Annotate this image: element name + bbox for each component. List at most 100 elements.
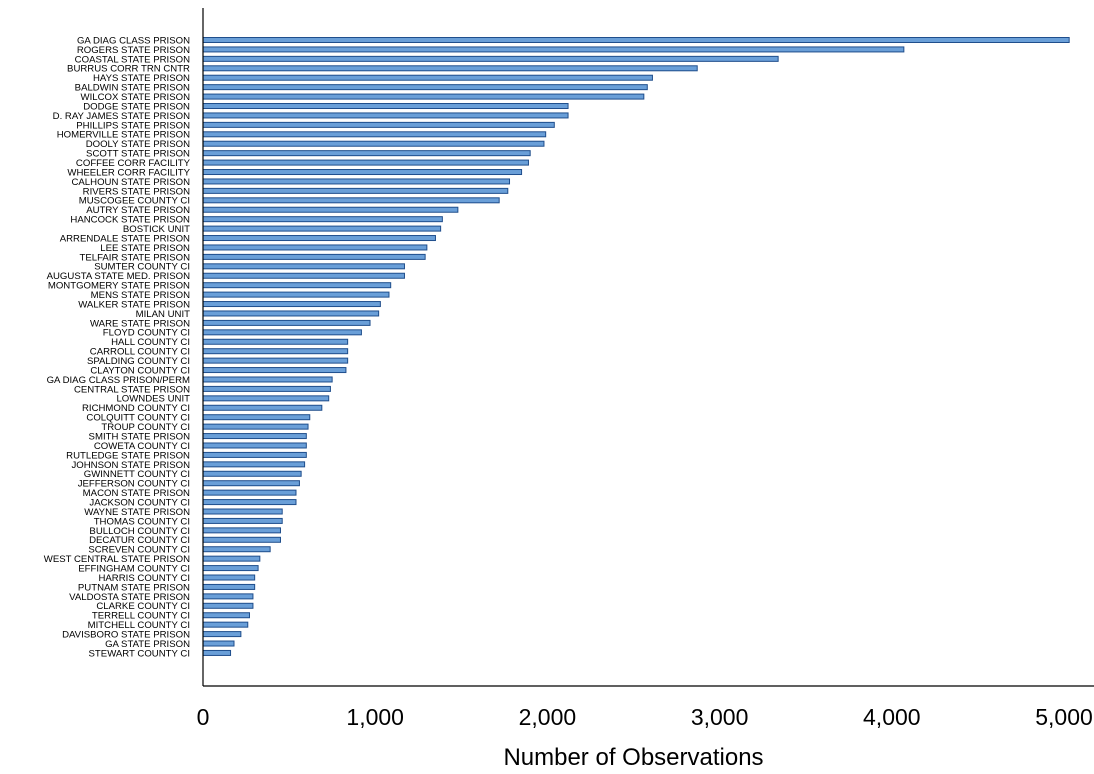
bar: [202, 253, 426, 260]
category-label: SCREVEN COUNTY CI: [88, 545, 190, 556]
bar: [202, 37, 1070, 43]
category-label: COFFEE CORR FACILITY: [76, 158, 191, 169]
bar: [202, 159, 529, 166]
bar: [202, 282, 392, 289]
category-label: HARRIS COUNTY CI: [98, 573, 190, 584]
bar: [202, 319, 371, 326]
bar: [202, 329, 362, 336]
category-label: THOMAS COUNTY CI: [94, 516, 190, 527]
bar: [202, 112, 569, 119]
category-label: AUTRY STATE PRISON: [86, 205, 190, 216]
bar: [202, 187, 509, 194]
x-tick-label: 3,000: [691, 704, 749, 730]
category-label: TERRELL COUNTY CI: [92, 611, 190, 622]
category-label: CLARKE COUNTY CI: [96, 601, 190, 612]
bar: [202, 178, 511, 185]
category-label: WARE STATE PRISON: [90, 318, 190, 329]
bar: [202, 385, 331, 392]
category-label: MACON STATE PRISON: [83, 488, 190, 499]
category-label: LOWNDES UNIT: [116, 394, 190, 405]
category-label: LEE STATE PRISON: [100, 243, 190, 254]
bar: [202, 197, 500, 204]
x-axis-title: Number of Observations: [503, 744, 763, 771]
category-label: GA STATE PRISON: [105, 639, 190, 650]
bar: [202, 461, 306, 468]
category-label: COASTAL STATE PRISON: [75, 54, 190, 65]
bar: [202, 46, 905, 53]
bar: [202, 338, 349, 345]
category-label: DAVISBORO STATE PRISON: [62, 629, 190, 640]
bar: [202, 263, 405, 270]
category-label: HOMERVILLE STATE PRISON: [57, 130, 190, 141]
bar: [202, 621, 249, 628]
bar: [202, 301, 381, 308]
category-label: MUSCOGEE COUNTY CI: [79, 196, 190, 207]
bar: [202, 451, 307, 458]
category-label: RUTLEDGE STATE PRISON: [66, 450, 190, 461]
bar: [202, 442, 307, 449]
category-label: ARRENDALE STATE PRISON: [60, 233, 190, 244]
category-label: AUGUSTA STATE MED. PRISON: [47, 271, 190, 282]
category-label: PHILLIPS STATE PRISON: [76, 120, 190, 131]
category-label: WILCOX STATE PRISON: [81, 92, 191, 103]
bar: [202, 404, 323, 411]
bar: [202, 593, 254, 600]
category-label: BURRUS CORR TRN CNTR: [67, 64, 190, 75]
category-label: BULLOCH COUNTY CI: [89, 526, 190, 537]
bar: [202, 235, 436, 242]
category-label: CENTRAL STATE PRISON: [74, 384, 190, 395]
bar: [202, 348, 349, 355]
bars-group: [202, 37, 1070, 656]
category-label: JACKSON COUNTY CI: [89, 497, 190, 508]
bar: [202, 216, 443, 223]
category-label: RIVERS STATE PRISON: [83, 186, 190, 197]
x-tick-label: 2,000: [519, 704, 577, 730]
bar: [202, 499, 297, 506]
category-label: JOHNSON STATE PRISON: [71, 460, 190, 471]
bar: [202, 206, 459, 213]
category-label: PUTNAM STATE PRISON: [78, 582, 190, 593]
category-label: CALHOUN STATE PRISON: [71, 177, 190, 188]
bar: [202, 640, 235, 647]
category-label: SMITH STATE PRISON: [89, 431, 191, 442]
bar: [202, 225, 442, 232]
category-label: COWETA COUNTY CI: [94, 441, 190, 452]
category-label: CLAYTON COUNTY CI: [90, 365, 190, 376]
category-label: BALDWIN STATE PRISON: [75, 83, 190, 94]
bar: [202, 376, 333, 383]
category-label: DODGE STATE PRISON: [83, 101, 190, 112]
category-label: GWINNETT COUNTY CI: [84, 469, 190, 480]
category-label: MITCHELL COUNTY CI: [88, 620, 190, 631]
category-label: CARROLL COUNTY CI: [90, 347, 190, 358]
bar: [202, 527, 281, 534]
category-label: MILAN UNIT: [136, 309, 191, 320]
bar: [202, 480, 300, 487]
category-label: ROGERS STATE PRISON: [77, 45, 190, 56]
bar: [202, 602, 254, 609]
category-label: MENS STATE PRISON: [91, 290, 190, 301]
bar: [202, 244, 428, 251]
bar: [202, 612, 250, 619]
category-label: COLQUITT COUNTY CI: [86, 413, 190, 424]
bar: [202, 150, 531, 157]
bar: [202, 93, 645, 100]
category-label: WHEELER CORR FACILITY: [67, 167, 190, 178]
bar: [202, 414, 311, 421]
bar: [202, 367, 347, 374]
category-label: STEWART COUNTY CI: [89, 648, 190, 659]
category-label: SPALDING COUNTY CI: [87, 356, 190, 367]
bar: [202, 631, 242, 638]
category-label: VALDOSTA STATE PRISON: [69, 592, 190, 603]
bar: [202, 433, 307, 440]
x-tick-label: 1,000: [346, 704, 404, 730]
bar: [202, 140, 545, 147]
category-label: HALL COUNTY CI: [111, 337, 190, 348]
bar: [202, 565, 259, 572]
bar: [202, 574, 256, 581]
category-label: WEST CENTRAL STATE PRISON: [44, 554, 190, 565]
bar: [202, 84, 648, 91]
category-label: WAYNE STATE PRISON: [84, 507, 190, 518]
category-label: TELFAIR STATE PRISON: [79, 252, 190, 263]
category-label: WALKER STATE PRISON: [78, 299, 190, 310]
